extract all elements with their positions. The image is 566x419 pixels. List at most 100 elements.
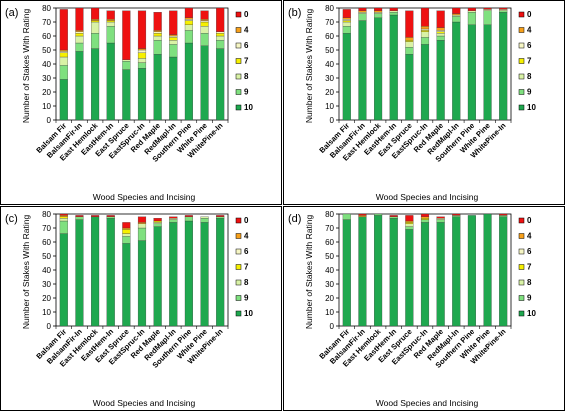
panel-label: (d) xyxy=(288,213,301,225)
bar-segment-8 xyxy=(184,24,193,31)
y-tick-label: 60 xyxy=(42,238,51,247)
bar-segment-4 xyxy=(59,49,68,52)
bar-segment-0 xyxy=(184,7,193,18)
bar-segment-4 xyxy=(358,215,367,217)
bar-segment-8 xyxy=(59,218,68,222)
bar-segment-10 xyxy=(467,215,476,327)
legend-label: 10 xyxy=(527,309,536,318)
legend-swatch-8 xyxy=(518,279,525,286)
bar-segment-8 xyxy=(122,59,131,62)
bar-segment-7 xyxy=(122,229,131,234)
bar-segment-7 xyxy=(405,40,414,42)
x-axis-label: Wood Species and Incising xyxy=(93,398,196,408)
bar-segment-9 xyxy=(106,216,115,219)
bar-segment-10 xyxy=(169,222,178,327)
bar-segment-4 xyxy=(405,220,414,223)
bar-segment-7 xyxy=(169,37,178,41)
bar-segment-10 xyxy=(91,48,100,121)
legend-swatch-10 xyxy=(235,104,242,111)
bar-segment-0 xyxy=(405,215,414,222)
legend-label: 8 xyxy=(527,278,532,287)
bar-segment-8 xyxy=(405,41,414,48)
legend-label: 6 xyxy=(244,247,249,256)
bar-segment-0 xyxy=(216,215,225,217)
bar-segment-6 xyxy=(420,28,430,31)
bar-segment-8 xyxy=(153,222,162,224)
bar-segment-7 xyxy=(59,52,68,58)
legend-swatch-8 xyxy=(235,279,242,286)
bar-segment-10 xyxy=(137,68,147,121)
bar-segment-7 xyxy=(137,52,147,59)
bar-segment-10 xyxy=(389,218,398,327)
bar-segment-0 xyxy=(216,7,225,32)
bar-segment-7 xyxy=(342,20,351,23)
x-axis-label: Wood Species and Incising xyxy=(376,398,479,408)
bar-segment-8 xyxy=(467,10,476,13)
legend-swatch-6 xyxy=(518,248,525,255)
x-axis-label: Wood Species and Incising xyxy=(376,192,479,202)
bar-segment-8 xyxy=(137,58,147,63)
bar-segment-7 xyxy=(153,220,162,223)
bar-segment-0 xyxy=(467,7,476,11)
bar-segment-0 xyxy=(358,7,367,11)
legend-label: 6 xyxy=(527,41,532,50)
bar-segment-10 xyxy=(122,243,131,327)
bar-segment-9 xyxy=(483,10,492,25)
bar-segment-8 xyxy=(389,10,398,13)
y-tick-label: 20 xyxy=(42,88,51,97)
bar-segment-4 xyxy=(137,222,147,224)
bar-segment-6 xyxy=(342,19,351,21)
bar-segment-4 xyxy=(374,10,383,13)
bar-segment-9 xyxy=(358,13,367,21)
bar-segment-9 xyxy=(499,215,508,217)
y-tick-label: 50 xyxy=(42,46,51,55)
panel-label: (b) xyxy=(288,7,301,19)
panel-label: (c) xyxy=(5,213,18,225)
bar-segment-0 xyxy=(137,10,147,49)
bar-segment-10 xyxy=(169,56,178,121)
bar-segment-9 xyxy=(153,40,162,55)
bar-segment-0 xyxy=(169,10,178,35)
y-tick-label: 70 xyxy=(325,18,334,27)
bar-segment-4 xyxy=(200,19,209,21)
bar-segment-10 xyxy=(452,21,461,121)
bar-segment-7 xyxy=(420,218,430,220)
bar-segment-4 xyxy=(122,227,131,230)
y-axis-label: Number of Stakes With Rating xyxy=(21,215,31,330)
panel-label: (a) xyxy=(5,7,18,19)
bar-segment-4 xyxy=(137,48,147,51)
y-tick-label: 60 xyxy=(42,32,51,41)
bar-segment-9 xyxy=(200,218,209,223)
bar-segment-6 xyxy=(153,31,162,34)
y-axis-label: Number of Stakes With Rating xyxy=(21,9,31,124)
y-tick-label: 50 xyxy=(42,252,51,261)
y-tick-label: 30 xyxy=(42,280,51,289)
y-tick-label: 80 xyxy=(42,4,51,13)
bar-segment-9 xyxy=(75,42,84,52)
bar-segment-7 xyxy=(75,33,84,37)
bar-segment-0 xyxy=(122,10,131,60)
bar-segment-10 xyxy=(106,42,115,121)
legend-swatch-7 xyxy=(235,58,242,64)
bar-segment-0 xyxy=(342,9,351,18)
bar-segment-0 xyxy=(91,215,100,217)
y-tick-label: 0 xyxy=(330,116,335,125)
bar-segment-9 xyxy=(467,12,476,25)
bar-segment-0 xyxy=(358,213,367,216)
bar-segment-4 xyxy=(91,19,100,21)
y-tick-label: 30 xyxy=(42,74,51,83)
bar-segment-10 xyxy=(436,222,445,327)
bar-segment-10 xyxy=(216,218,225,327)
bar-segment-8 xyxy=(436,218,445,220)
bar-segment-0 xyxy=(420,7,430,27)
legend-swatch-0 xyxy=(235,11,242,18)
bar-segment-9 xyxy=(452,215,461,217)
bar-segment-6 xyxy=(436,30,445,32)
y-tick-label: 10 xyxy=(42,308,51,317)
bar-segment-10 xyxy=(184,42,193,121)
legend-label: 0 xyxy=(527,216,532,225)
legend-label: 10 xyxy=(244,103,253,112)
